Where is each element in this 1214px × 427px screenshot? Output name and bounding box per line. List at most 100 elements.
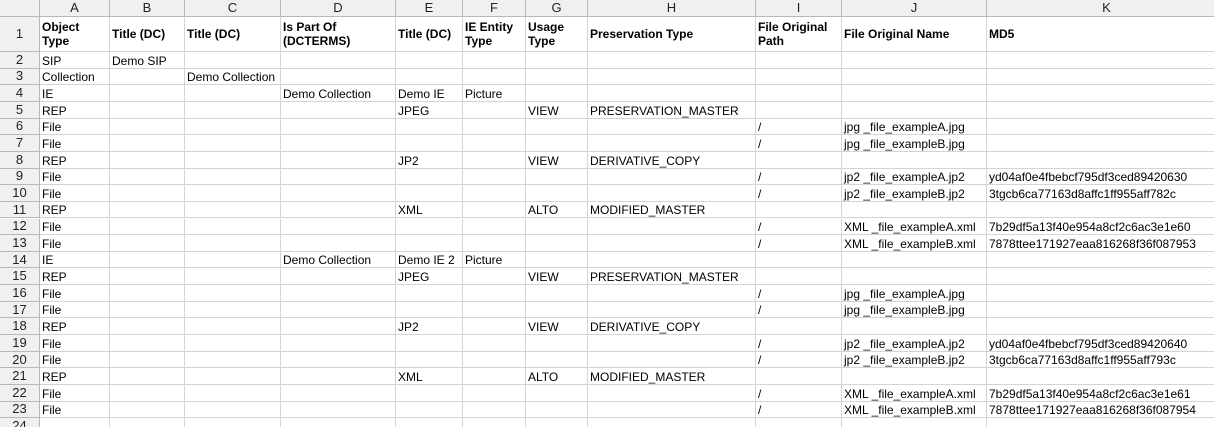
cell[interactable] — [526, 385, 588, 402]
cell[interactable] — [463, 101, 526, 119]
cell[interactable] — [987, 252, 1214, 269]
cell[interactable] — [281, 168, 396, 186]
row-header[interactable]: 24 — [0, 418, 40, 427]
cell[interactable] — [396, 168, 463, 186]
row-header[interactable]: 20 — [0, 351, 40, 369]
cell[interactable] — [185, 101, 281, 119]
cell[interactable]: / — [756, 218, 842, 236]
cell[interactable]: File — [40, 185, 110, 202]
cell[interactable] — [756, 368, 842, 385]
cell[interactable] — [185, 401, 281, 419]
column-header[interactable]: F — [463, 0, 526, 17]
cell[interactable]: jpg _file_exampleB.jpg — [842, 301, 987, 319]
cell[interactable] — [281, 335, 396, 352]
cell[interactable] — [110, 151, 185, 169]
cell[interactable] — [185, 418, 281, 427]
cell[interactable] — [281, 401, 396, 419]
row-header[interactable]: 22 — [0, 385, 40, 402]
row-header[interactable]: 4 — [0, 85, 40, 102]
cell[interactable]: Object Type — [40, 17, 110, 52]
cell[interactable] — [842, 368, 987, 385]
cell[interactable]: File — [40, 301, 110, 319]
cell[interactable] — [281, 318, 396, 336]
cell[interactable]: jp2 _file_exampleA.jp2 — [842, 335, 987, 352]
cell[interactable] — [185, 168, 281, 186]
cell[interactable] — [185, 351, 281, 369]
cell[interactable]: / — [756, 185, 842, 202]
cell[interactable]: 7b29df5a13f40e954a8cf2c6ac3e1e61 — [987, 385, 1214, 402]
row-header[interactable]: 7 — [0, 135, 40, 152]
cell[interactable]: yd04af0e4fbebcf795df3ced89420640 — [987, 335, 1214, 352]
cell[interactable] — [756, 52, 842, 69]
column-header[interactable]: B — [110, 0, 185, 17]
cell[interactable] — [756, 318, 842, 336]
cell[interactable]: Demo SIP — [110, 52, 185, 69]
cell[interactable]: JPEG — [396, 268, 463, 286]
cell[interactable] — [281, 52, 396, 69]
cell[interactable] — [842, 418, 987, 427]
cell[interactable]: SIP — [40, 52, 110, 69]
row-header[interactable]: 16 — [0, 285, 40, 302]
cell[interactable] — [526, 118, 588, 136]
column-header[interactable]: E — [396, 0, 463, 17]
cell[interactable] — [281, 385, 396, 402]
cell[interactable] — [526, 68, 588, 86]
cell[interactable] — [588, 185, 756, 202]
column-header[interactable]: G — [526, 0, 588, 17]
cell[interactable]: / — [756, 285, 842, 302]
cell[interactable] — [588, 301, 756, 319]
cell[interactable]: PRESERVATION_MASTER — [588, 268, 756, 286]
cell[interactable] — [463, 118, 526, 136]
cell[interactable] — [463, 351, 526, 369]
row-header[interactable]: 14 — [0, 251, 40, 269]
row-header[interactable]: 5 — [0, 101, 40, 119]
cell[interactable]: XML — [396, 201, 463, 219]
cell[interactable]: 3tgcb6ca77163d8affc1ff955aff782c — [987, 185, 1214, 202]
cell[interactable] — [463, 368, 526, 385]
cell[interactable] — [842, 151, 987, 169]
cell[interactable] — [987, 52, 1214, 69]
cell[interactable] — [588, 218, 756, 236]
cell[interactable] — [588, 251, 756, 269]
cell[interactable] — [756, 418, 842, 427]
cell[interactable] — [526, 218, 588, 236]
cell[interactable]: Title (DC) — [396, 17, 463, 52]
cell[interactable] — [756, 251, 842, 269]
cell[interactable] — [463, 318, 526, 336]
cell[interactable]: IE — [40, 85, 110, 102]
cell[interactable] — [463, 285, 526, 302]
cell[interactable]: MD5 — [987, 17, 1214, 52]
cell[interactable] — [185, 52, 281, 69]
cell[interactable] — [588, 285, 756, 302]
cell[interactable] — [987, 302, 1214, 319]
cell[interactable] — [110, 401, 185, 419]
cell[interactable] — [185, 318, 281, 336]
cell[interactable] — [396, 401, 463, 419]
cell[interactable]: jp2 _file_exampleB.jp2 — [842, 185, 987, 202]
cell[interactable]: XML _file_exampleB.xml — [842, 401, 987, 419]
cell[interactable]: XML _file_exampleA.xml — [842, 218, 987, 236]
cell[interactable] — [987, 318, 1214, 336]
cell[interactable] — [588, 85, 756, 102]
cell[interactable] — [281, 301, 396, 319]
cell[interactable] — [110, 351, 185, 369]
cell[interactable]: File — [40, 135, 110, 152]
cell[interactable] — [987, 69, 1214, 86]
cell[interactable] — [588, 351, 756, 369]
cell[interactable]: XML — [396, 368, 463, 385]
cell[interactable] — [396, 218, 463, 236]
cell[interactable]: File — [40, 218, 110, 236]
row-header[interactable]: 13 — [0, 235, 40, 252]
cell[interactable]: File — [40, 285, 110, 302]
cell[interactable] — [756, 85, 842, 102]
cell[interactable] — [281, 118, 396, 136]
cell[interactable] — [110, 201, 185, 219]
column-header[interactable]: K — [987, 0, 1214, 17]
cell[interactable]: File Original Name — [842, 17, 987, 52]
cell[interactable] — [588, 385, 756, 402]
cell[interactable]: 3tgcb6ca77163d8affc1ff955aff793c — [987, 352, 1214, 369]
cell[interactable] — [110, 285, 185, 302]
cell[interactable]: jpg _file_exampleA.jpg — [842, 118, 987, 136]
cell[interactable]: File — [40, 118, 110, 136]
cell[interactable]: ALTO — [526, 201, 588, 219]
